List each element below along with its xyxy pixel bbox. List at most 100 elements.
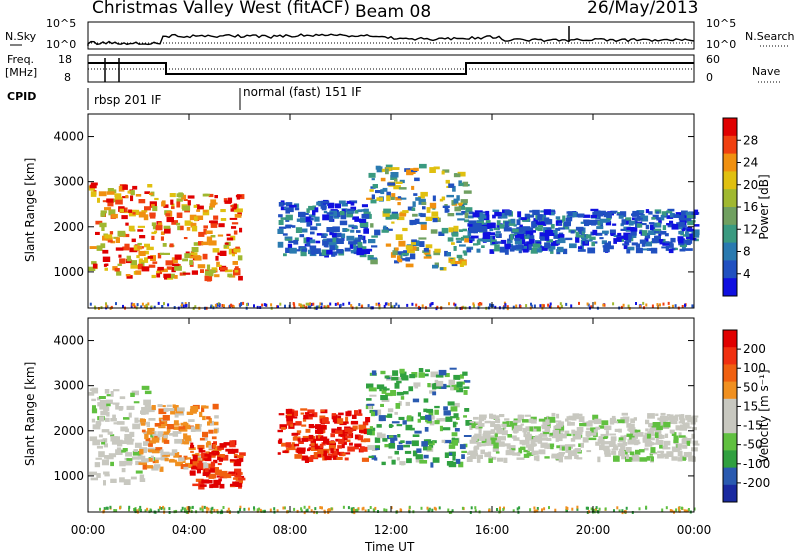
- power-echo-cell: [331, 232, 339, 238]
- velocity-echo-cell: [604, 453, 611, 457]
- power-echo-cell: [601, 240, 607, 245]
- power-echo-cell: [666, 215, 674, 219]
- power-echo-cell: [201, 241, 209, 246]
- velocity-echo-cell: [618, 437, 624, 441]
- xtick-label: 16:00: [475, 523, 510, 537]
- power-echo-cell: [176, 222, 181, 226]
- power-echo-cell: [460, 199, 468, 204]
- velocity-colorbar-title: Velocity [m s⁻¹]: [757, 369, 771, 462]
- velocity-echo-cell: [311, 412, 318, 418]
- velocity-echo-cell: [296, 430, 302, 434]
- velocity-ground-scatter: [105, 506, 108, 510]
- velocity-echo-cell: [157, 431, 163, 437]
- power-echo-cell: [152, 206, 158, 212]
- power-echo-cell: [473, 228, 478, 234]
- velocity-echo-cell: [609, 417, 617, 421]
- velocity-echo-cell: [124, 434, 133, 440]
- power-echo-cell: [127, 190, 131, 194]
- power-echo-cell: [563, 248, 568, 255]
- velocity-echo-cell: [564, 455, 572, 460]
- velocity-echo-cell: [555, 433, 563, 439]
- velocity-echo-cell: [453, 374, 461, 380]
- velocity-echo-cell: [366, 398, 372, 401]
- velocity-echo-cell: [664, 416, 669, 422]
- power-echo-cell: [648, 230, 656, 235]
- velocity-echo-cell: [595, 441, 600, 446]
- velocity-ground-scatter: [119, 506, 121, 510]
- velocity-echo-cell: [144, 390, 152, 395]
- power-echo-cell: [233, 230, 238, 235]
- power-echo-cell: [419, 241, 425, 247]
- velocity-colorbar-label: -15: [743, 419, 763, 433]
- power-echo-cell: [447, 213, 455, 217]
- velocity-ground-scatter: [203, 505, 206, 509]
- power-echo-cell: [451, 262, 458, 267]
- velocity-ground-scatter: [310, 509, 313, 513]
- velocity-echo-cell: [173, 426, 180, 430]
- power-echo-cell: [231, 226, 237, 229]
- power-echo-cell: [387, 182, 396, 186]
- velocity-echo-cell: [673, 435, 679, 440]
- power-echo-cell: [432, 264, 439, 269]
- power-echo-cell: [202, 253, 208, 260]
- velocity-echo-cell: [363, 438, 371, 443]
- velocity-echo-cell: [614, 428, 620, 432]
- velocity-echo-cell: [209, 466, 216, 470]
- power-ground-scatter: [622, 303, 625, 307]
- velocity-echo-cell: [110, 418, 117, 422]
- velocity-echo-cell: [577, 413, 583, 417]
- power-echo-cell: [114, 268, 120, 272]
- velocity-echo-cell: [452, 421, 457, 428]
- power-colorbar-swatch: [723, 260, 737, 279]
- velocity-echo-cell: [412, 398, 420, 403]
- velocity-echo-cell: [205, 442, 212, 448]
- power-echo-cell: [166, 266, 172, 270]
- power-echo-cell: [599, 222, 604, 228]
- power-echo-cell: [391, 221, 395, 224]
- power-echo-cell: [219, 267, 228, 271]
- power-echo-cell: [537, 225, 544, 228]
- velocity-echo-cell: [409, 374, 416, 379]
- velocity-ground-scatter: [587, 506, 589, 510]
- power-ground-scatter: [681, 305, 684, 308]
- velocity-echo-cell: [195, 478, 204, 482]
- power-echo-cell: [692, 233, 700, 238]
- velocity-echo-cell: [402, 420, 407, 425]
- velocity-echo-cell: [328, 453, 332, 456]
- power-echo-cell: [233, 251, 237, 255]
- power-echo-cell: [119, 208, 124, 213]
- power-echo-cell: [504, 221, 510, 228]
- velocity-echo-cell: [227, 451, 236, 454]
- velocity-echo-cell: [600, 439, 604, 446]
- power-ground-scatter: [265, 303, 268, 307]
- velocity-echo-cell: [589, 431, 597, 436]
- velocity-echo-cell: [523, 449, 530, 453]
- power-echo-cell: [198, 231, 205, 237]
- power-echo-cell: [322, 239, 328, 246]
- velocity-echo-cell: [368, 387, 377, 392]
- power-echo-cell: [627, 246, 635, 251]
- power-echo-cell: [405, 263, 414, 268]
- power-echo-cell: [308, 214, 316, 218]
- velocity-echo-cell: [434, 384, 442, 389]
- velocity-ground-scatter: [327, 508, 330, 512]
- velocity-echo-cell: [379, 433, 386, 439]
- nsky-tick-high: 10^5: [46, 17, 76, 30]
- velocity-echo-cell: [675, 425, 680, 431]
- power-colorbar-title: Power [dB]: [757, 174, 771, 239]
- power-echo-cell: [543, 227, 547, 233]
- velocity-echo-cell: [394, 382, 400, 389]
- velocity-echo-cell: [98, 434, 103, 438]
- velocity-echo-cell: [89, 471, 97, 476]
- power-echo-cell: [413, 167, 419, 171]
- velocity-echo-cell: [546, 415, 550, 421]
- velocity-echo-cell: [190, 442, 194, 446]
- power-echo-cell: [348, 241, 355, 245]
- power-ground-scatter: [293, 303, 296, 307]
- power-echo-cell: [674, 247, 678, 251]
- power-echo-cell: [540, 210, 545, 213]
- power-echo-cell: [656, 217, 662, 221]
- power-ground-scatter: [448, 302, 450, 306]
- velocity-echo-cell: [394, 450, 399, 455]
- velocity-echo-cell: [168, 433, 176, 436]
